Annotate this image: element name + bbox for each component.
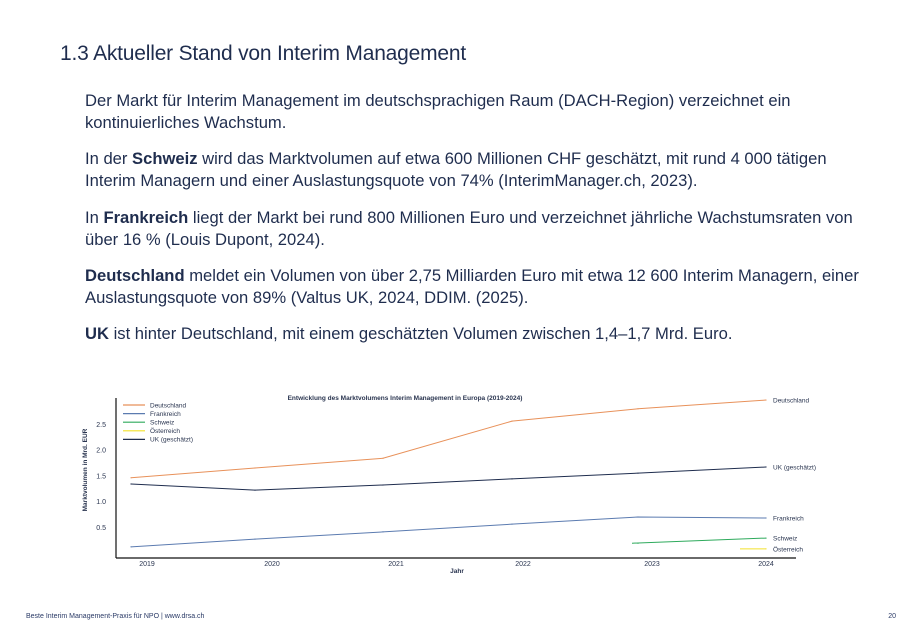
data-point [511,420,513,422]
data-point [382,484,384,486]
data-point [765,517,767,519]
legend-label: Schweiz [150,420,174,427]
paragraph-bold: UK [85,324,109,343]
series-end-label: Deutschland [773,398,810,405]
paragraph-text: liegt der Markt bei rund 800 Millionen E… [85,208,853,249]
x-axis-label: Jahr [450,568,464,575]
paragraph-pre: In [85,208,104,227]
data-point [511,478,513,480]
series-end-label: Österreich [773,545,803,553]
data-point [254,538,256,540]
series-line-uk-geschätzt- [130,466,767,491]
series-end-label: UK (geschätzt) [773,464,816,471]
x-tick-label: 2021 [388,561,404,568]
legend-label: Österreich [150,427,180,435]
paragraph-pre: In der [85,149,133,168]
data-point [382,457,384,459]
paragraph-text: wird das Marktvolumen auf etwa 600 Milli… [85,149,827,190]
paragraph-bold: Schweiz [132,149,198,168]
y-tick-label: 0.5 [96,525,106,532]
paragraph-bold: Deutschland [85,266,185,285]
paragraph-deutschland: Deutschland meldet ein Volumen von über … [85,265,875,309]
data-point [765,548,767,550]
x-tick-label: 2019 [139,561,155,568]
legend-label: Deutschland [150,402,187,409]
series-line-deutschland [130,399,767,479]
series-end-label: Frankreich [773,515,804,522]
paragraph-frankreich: In Frankreich liegt der Markt bei rund 8… [85,207,875,251]
y-tick-label: 2.5 [96,422,106,429]
paragraph-schweiz: In der Schweiz wird das Marktvolumen auf… [85,148,875,192]
series-line-schweiz [631,537,767,544]
x-tick-label: 2020 [264,561,280,568]
x-tick-label: 2022 [515,561,531,568]
data-point [382,531,384,533]
paragraph-uk: UK ist hinter Deutschland, mit einem ges… [85,323,875,345]
x-tick-label: 2023 [644,561,660,568]
data-point [511,523,513,525]
data-point [765,537,767,539]
data-point [765,399,767,401]
data-point [765,466,767,468]
page-title: 1.3 Aktueller Stand von Interim Manageme… [60,42,467,65]
data-point [254,467,256,469]
series-line-frankreich [130,516,767,548]
paragraph-text: Der Markt für Interim Management im deut… [85,91,791,132]
paragraph-text: ist hinter Deutschland, mit einem geschä… [108,324,733,343]
page-number: 20 [888,613,896,620]
series-end-label: Schweiz [773,536,797,543]
paragraph-bold: Frankreich [103,208,189,227]
data-point [130,546,132,548]
y-tick-label: 1.0 [96,499,106,506]
data-point [637,542,639,544]
footer-text: Beste Interim Management-Praxis für NPO … [26,613,205,620]
y-tick-label: 1.5 [96,473,106,480]
legend-label: Frankreich [150,411,181,418]
data-point [254,489,256,491]
chart-title: Entwicklung des Marktvolumens Interim Ma… [288,395,523,402]
data-point [637,472,639,474]
data-point [130,477,132,479]
paragraph-intro: Der Markt für Interim Management im deut… [85,90,875,134]
y-axis-label: Marktvolumen in Mrd. EUR [82,428,89,511]
x-tick-label: 2024 [758,561,774,568]
data-point [637,408,639,410]
legend-label: UK (geschätzt) [150,437,193,444]
y-tick-label: 2.0 [96,448,106,455]
paragraph-text: meldet ein Volumen von über 2,75 Milliar… [85,266,859,307]
data-point [637,516,639,518]
data-point [130,483,132,485]
